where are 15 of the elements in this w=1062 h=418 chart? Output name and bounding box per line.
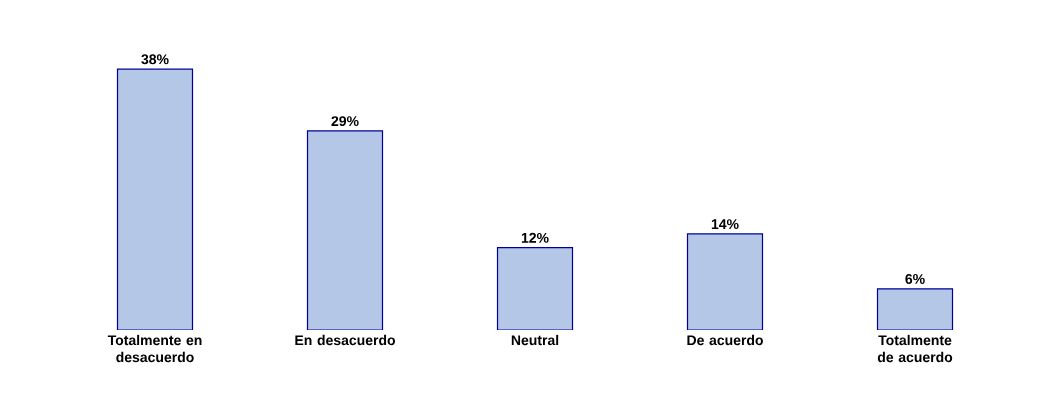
bar — [496, 247, 574, 330]
bar — [306, 130, 384, 330]
x-tick-label: En desacuerdo — [295, 334, 396, 346]
x-tick-label: Totalmente de acuerdo — [877, 334, 953, 363]
bar — [876, 288, 954, 330]
data-label: 29% — [331, 116, 359, 127]
x-tick-label: Totalmente en desacuerdo — [107, 334, 202, 363]
bar — [116, 68, 194, 330]
data-label: 14% — [711, 219, 739, 230]
data-label: 12% — [521, 232, 549, 243]
bar — [686, 233, 764, 330]
x-tick-label: De acuerdo — [687, 334, 763, 346]
data-label: 6% — [905, 274, 925, 284]
data-label: 38% — [141, 54, 169, 65]
x-tick-label: Neutral — [511, 334, 559, 346]
